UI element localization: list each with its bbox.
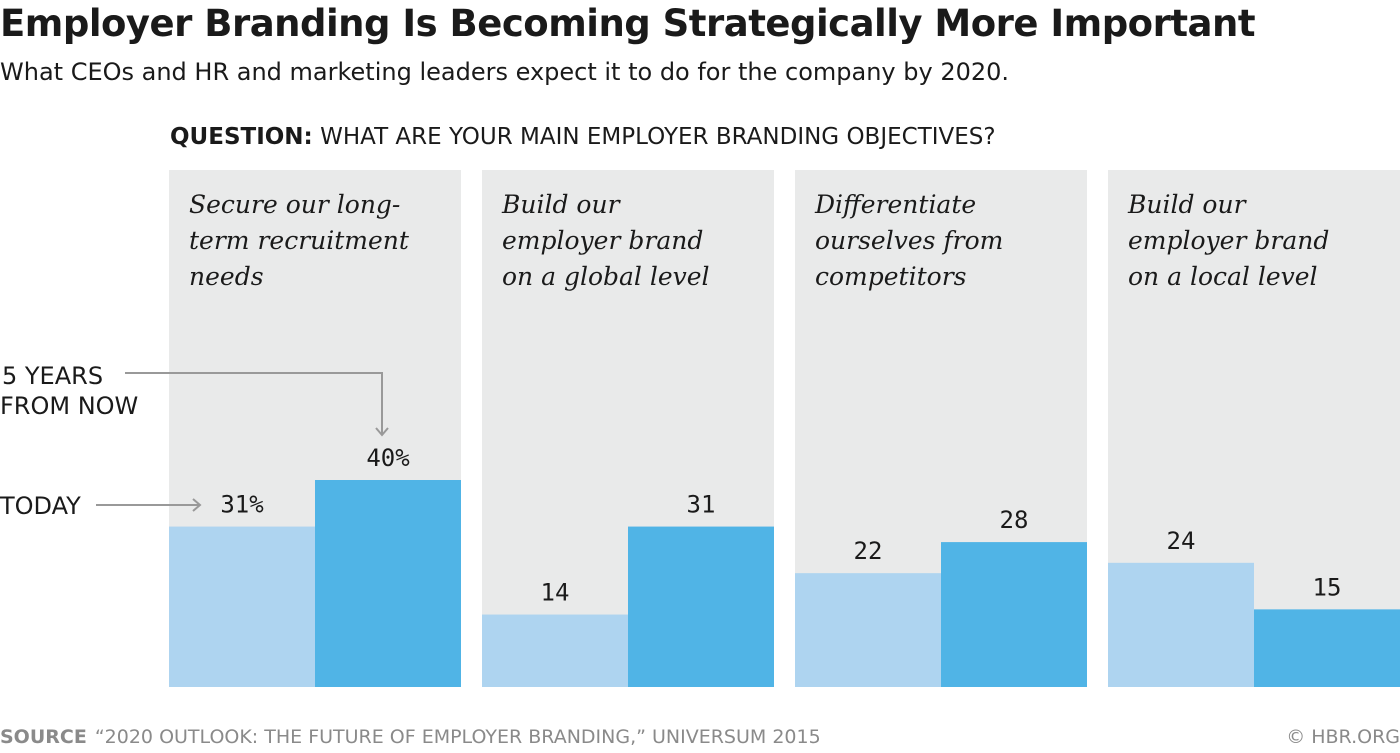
today-arrow [96, 498, 202, 512]
copyright: © HBR.ORG [1286, 726, 1400, 748]
bar [169, 526, 315, 687]
bar [795, 573, 941, 687]
chart-subtitle: What CEOs and HR and marketing leaders e… [0, 58, 1010, 86]
annotation-today: TODAY [0, 492, 81, 520]
data-label: 14 [541, 579, 570, 607]
category-label: term recruitment [189, 226, 410, 255]
category-label: ourselves from [815, 226, 1003, 255]
data-label: 24 [1167, 527, 1196, 555]
question-text: QUESTION: WHAT ARE YOUR MAIN EMPLOYER BR… [170, 124, 996, 150]
source-label: SOURCE [0, 726, 87, 748]
question-body: WHAT ARE YOUR MAIN EMPLOYER BRANDING OBJ… [320, 124, 996, 150]
bar [628, 526, 774, 687]
data-label: 15 [1313, 573, 1342, 601]
bar [315, 480, 461, 687]
data-label: 28 [1000, 506, 1029, 534]
category-label: employer brand [1128, 226, 1329, 255]
source-text: “2020 OUTLOOK: THE FUTURE OF EMPLOYER BR… [94, 726, 821, 748]
data-label: 40% [366, 444, 410, 472]
data-label: 31 [687, 491, 716, 519]
category-label: Build our [1127, 190, 1248, 219]
question-label: QUESTION: [170, 124, 313, 150]
bar [941, 542, 1087, 687]
category-label: on a global level [502, 262, 710, 291]
bar [482, 614, 628, 687]
data-label: 22 [854, 537, 883, 565]
category-label: employer brand [502, 226, 703, 255]
future-arrow [125, 372, 389, 437]
chart-title: Employer Branding Is Becoming Strategica… [0, 2, 1256, 45]
bar [1254, 609, 1400, 687]
data-label: 31% [220, 491, 264, 519]
category-label: Build our [501, 190, 622, 219]
annotation-future: FROM NOW [0, 392, 138, 420]
footer: SOURCE “2020 OUTLOOK: THE FUTURE OF EMPLO… [0, 726, 1400, 748]
category-label: Secure our long- [189, 190, 400, 219]
category-label: Differentiate [814, 190, 976, 219]
category-label: on a local level [1128, 262, 1318, 291]
category-label: competitors [815, 262, 966, 291]
annotation-future: 5 YEARS [2, 362, 103, 390]
bar [1108, 562, 1254, 687]
category-label: needs [189, 262, 264, 291]
